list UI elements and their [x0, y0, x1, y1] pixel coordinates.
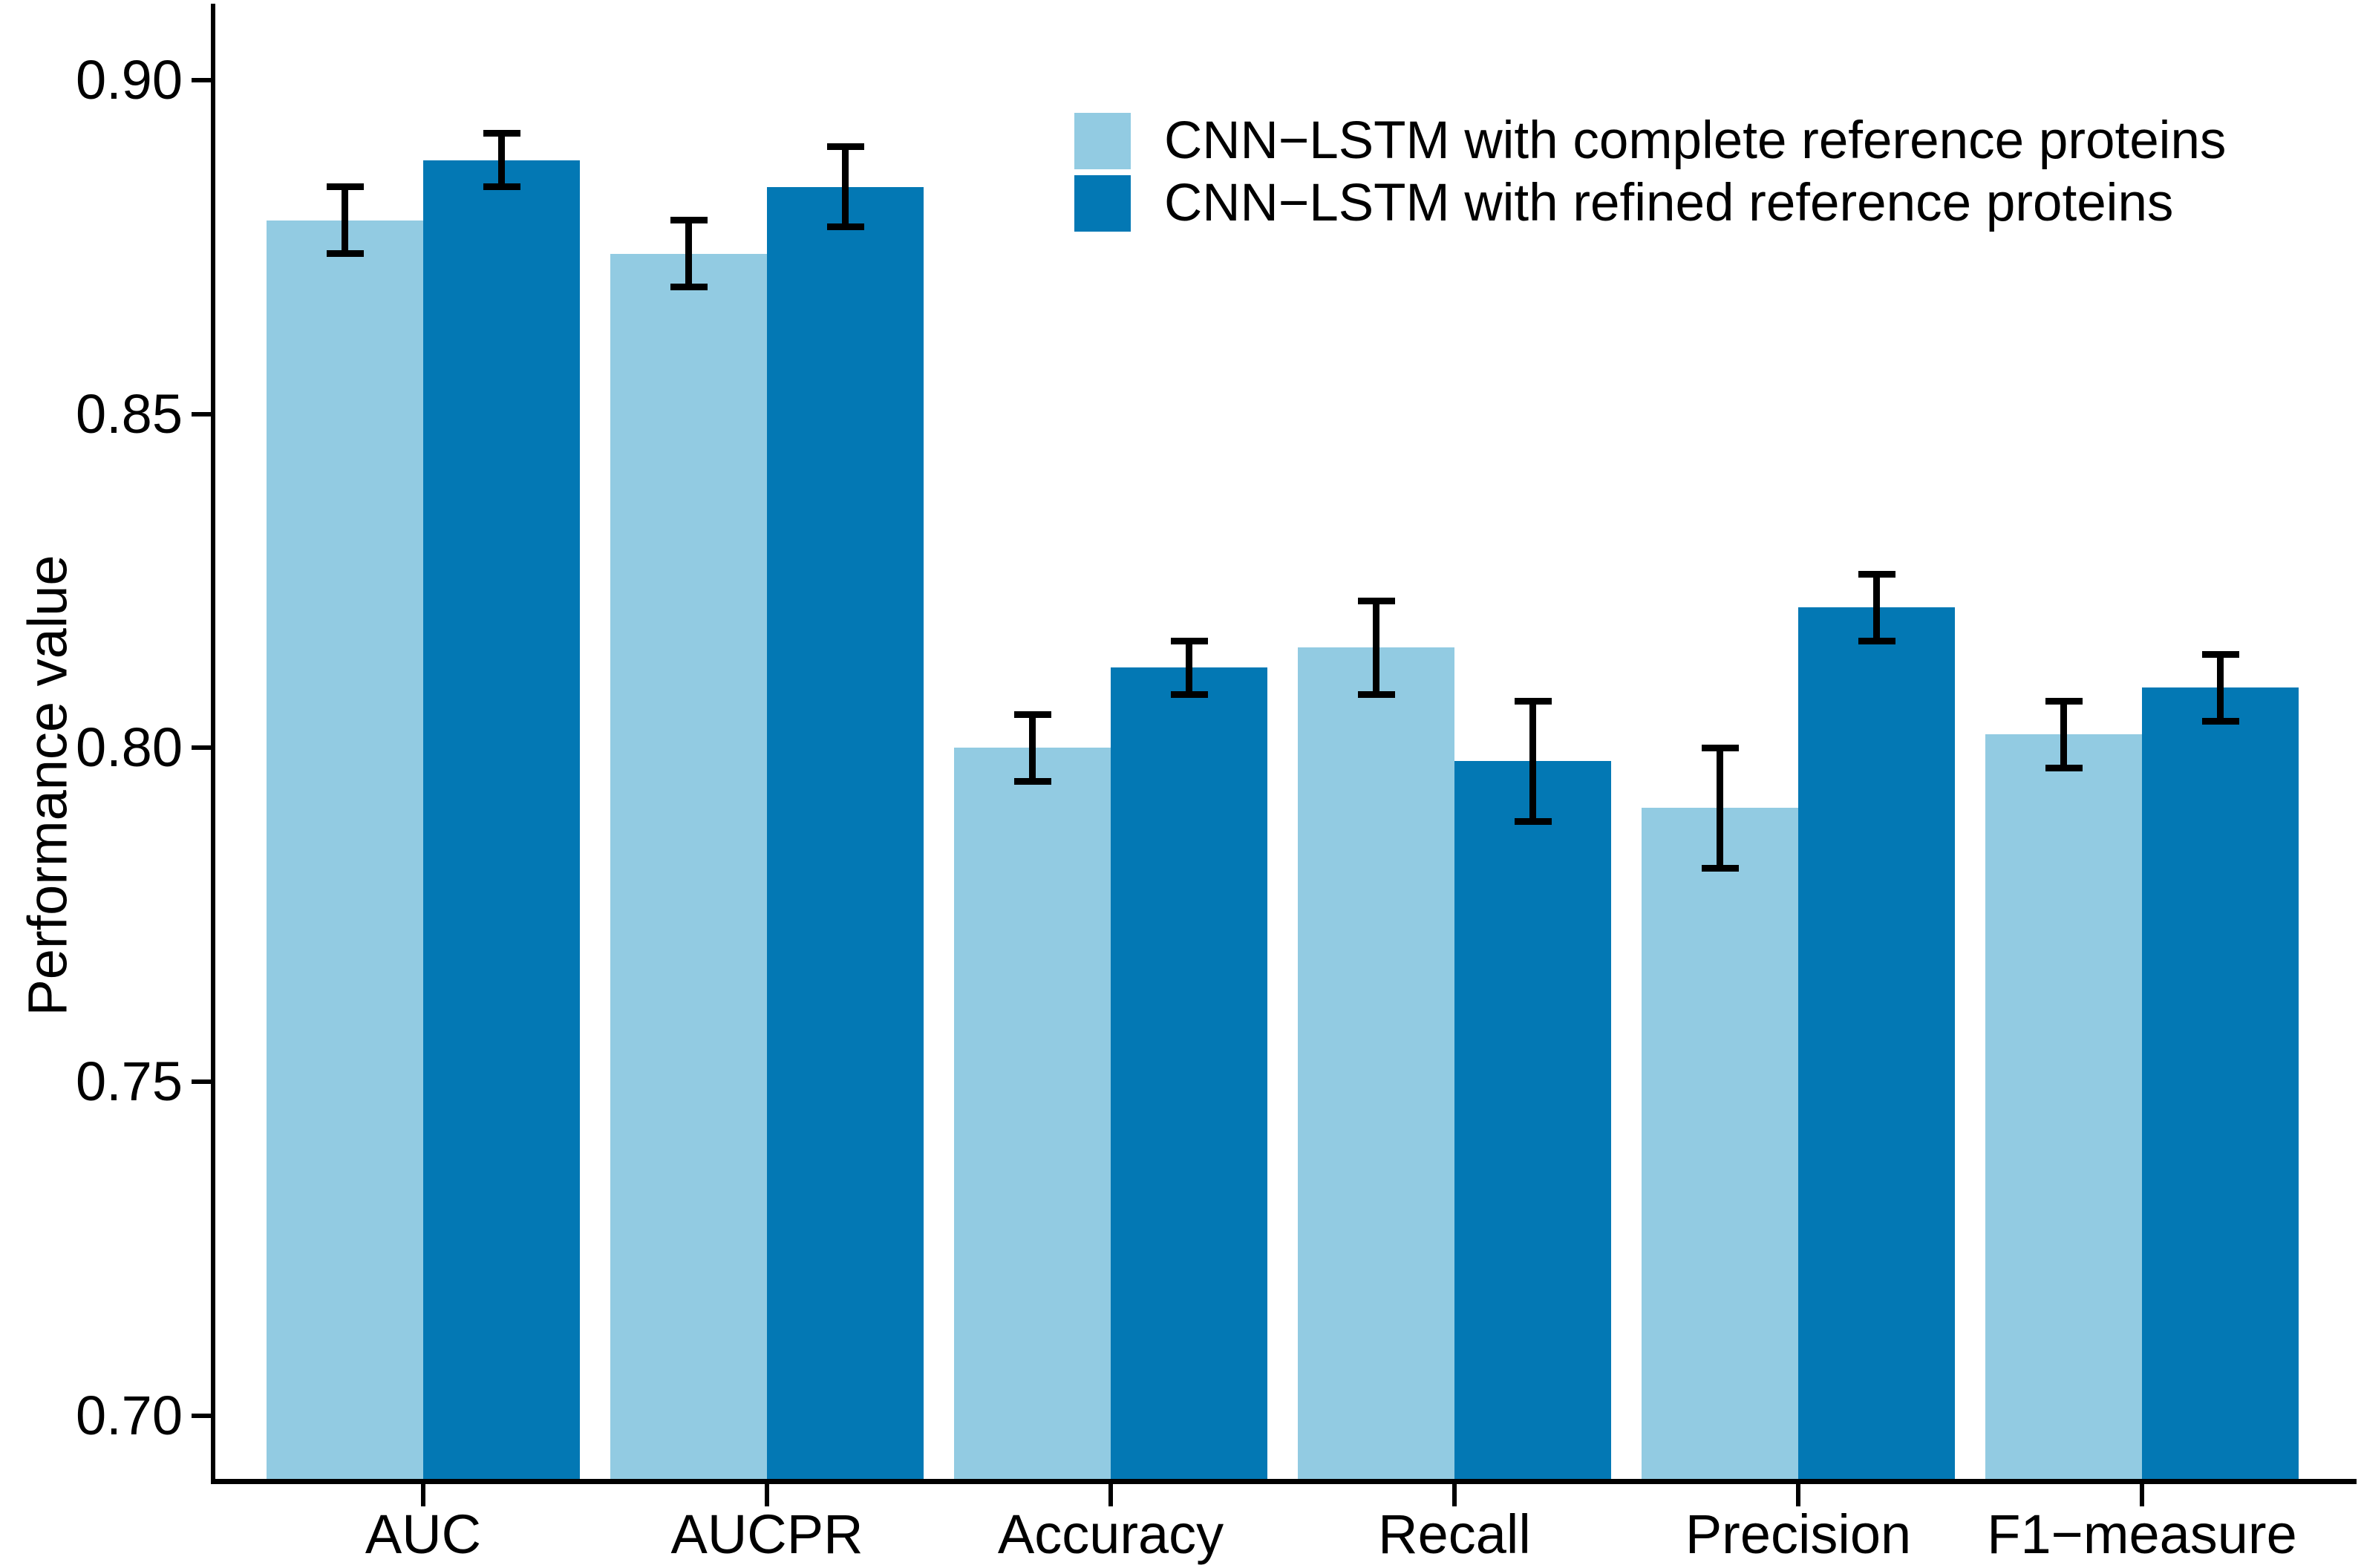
error-bar-cap-top	[2201, 650, 2239, 658]
x-tick	[421, 1484, 425, 1506]
error-bar-cap-top	[1514, 697, 1552, 705]
y-tick	[192, 1413, 211, 1418]
error-bar-cap-top	[670, 217, 708, 224]
error-bar-cap-top	[1858, 570, 1895, 578]
error-bar-cap-bottom	[826, 223, 864, 231]
error-bar-cap-bottom	[1701, 864, 1739, 872]
error-bar-cap-top	[483, 130, 520, 137]
y-tick	[192, 411, 211, 416]
bar-recall-refined	[1454, 761, 1611, 1481]
legend-swatch-complete	[1074, 113, 1131, 169]
error-bar-stem	[1717, 748, 1723, 869]
error-bar-stem	[1873, 574, 1880, 641]
error-bar-cap-top	[326, 183, 364, 191]
x-tick	[765, 1484, 769, 1506]
y-tick-label: 0.80	[75, 716, 183, 779]
bar-accuracy-complete	[954, 748, 1111, 1481]
error-bar-stem	[1186, 641, 1192, 695]
x-tick-label: Precision	[1685, 1503, 1912, 1565]
error-bar-stem	[1373, 601, 1379, 695]
x-tick	[1796, 1484, 1800, 1506]
error-bar-cap-top	[2045, 697, 2083, 705]
x-tick-label: AUCPR	[670, 1503, 863, 1565]
error-bar-stem	[1529, 701, 1536, 822]
error-bar-stem	[498, 133, 505, 187]
y-tick	[192, 77, 211, 82]
error-bar-cap-bottom	[1357, 690, 1395, 698]
error-bar-cap-bottom	[483, 183, 520, 191]
x-tick-label: Accuracy	[997, 1503, 1224, 1565]
y-tick-label: 0.90	[75, 48, 183, 111]
legend-label: CNN−LSTM with complete reference protein…	[1164, 111, 2227, 170]
error-bar-cap-bottom	[1170, 690, 1208, 698]
error-bar-stem	[2060, 701, 2067, 768]
error-bar-cap-bottom	[1514, 817, 1552, 825]
error-bar-cap-top	[1013, 710, 1051, 718]
y-tick-label: 0.85	[75, 382, 183, 445]
x-tick-label: F1−measure	[1987, 1503, 2297, 1565]
bar-auc-refined	[423, 160, 580, 1481]
bar-accuracy-refined	[1111, 667, 1267, 1481]
error-bar-cap-bottom	[326, 250, 364, 258]
error-bar-stem	[2217, 654, 2224, 722]
y-axis-line	[211, 4, 215, 1484]
y-tick	[192, 745, 211, 751]
error-bar-cap-bottom	[1013, 777, 1051, 785]
x-axis-line	[211, 1479, 2357, 1484]
x-tick-label: AUC	[365, 1503, 482, 1565]
error-bar-stem	[685, 220, 692, 287]
bar-aucpr-refined	[767, 186, 924, 1481]
bar-f1−measure-complete	[1985, 734, 2142, 1481]
bar-f1−measure-refined	[2142, 687, 2299, 1481]
error-bar-stem	[1029, 714, 1036, 782]
error-bar-cap-bottom	[670, 284, 708, 291]
x-tick	[1452, 1484, 1457, 1506]
legend-label: CNN−LSTM with refined reference proteins	[1164, 174, 2174, 232]
error-bar-cap-bottom	[2201, 717, 2239, 725]
bar-auc-complete	[267, 220, 423, 1481]
error-bar-cap-top	[1170, 637, 1208, 644]
error-bar-cap-bottom	[2045, 764, 2083, 771]
x-tick	[1108, 1484, 1113, 1506]
bar-precision-refined	[1798, 607, 1955, 1481]
x-tick	[2140, 1484, 2144, 1506]
x-tick-label: Recall	[1378, 1503, 1531, 1565]
bar-aucpr-complete	[610, 253, 767, 1481]
error-bar-cap-top	[826, 143, 864, 151]
bar-precision-complete	[1642, 808, 1798, 1481]
error-bar-cap-top	[1701, 744, 1739, 751]
error-bar-stem	[342, 186, 348, 254]
error-bar-cap-top	[1357, 597, 1395, 604]
legend-swatch-refined	[1074, 175, 1131, 232]
y-tick-label: 0.75	[75, 1051, 183, 1113]
y-tick-label: 0.70	[75, 1384, 183, 1446]
error-bar-stem	[842, 146, 849, 227]
y-tick	[192, 1079, 211, 1085]
error-bar-cap-bottom	[1858, 637, 1895, 644]
bar-recall-complete	[1298, 647, 1454, 1481]
